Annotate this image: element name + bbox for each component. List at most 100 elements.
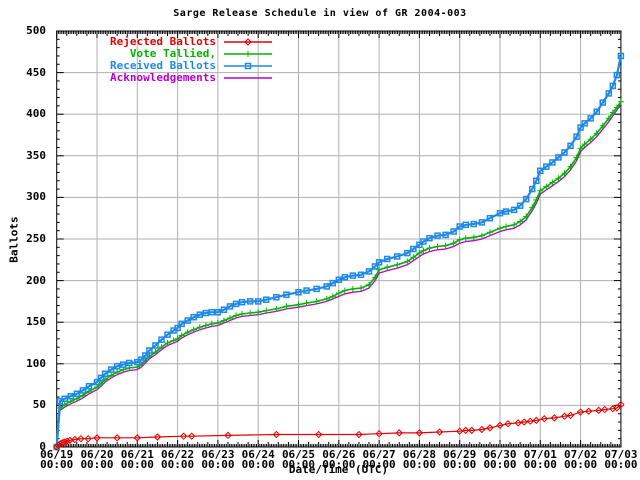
marker-diamond [560,412,569,420]
marker-square [609,82,617,90]
x-tick-text: 00:00 [322,457,356,471]
marker-square [93,378,101,386]
marker-square [416,241,423,249]
marker-diamond [514,419,522,427]
x-tick-text: 06/21 [120,448,154,461]
x-tick-label: 06/26 00:00 [309,448,369,471]
y-tick-label: 200 [26,273,46,287]
marker-diamond [272,430,281,439]
marker-square [273,293,280,301]
marker-diamond [496,421,504,430]
x-tick-text: 06/23 [201,448,235,461]
marker-diamond [584,407,593,415]
marker-diamond [179,432,188,440]
marker-square [581,120,588,127]
marker-square [617,52,625,60]
marker-square [335,276,343,284]
marker-square [142,352,149,359]
marker-square [577,124,584,131]
legend-label: Vote Tallied, [129,47,216,60]
y-tick-label: 250 [26,232,46,245]
marker-square [528,185,536,193]
marker-square [214,308,222,316]
x-tick-label: 07/03 00:00 [591,449,640,469]
marker-diamond [504,419,512,428]
marker-square [573,133,580,140]
marker-diamond [520,418,528,426]
marker-square [537,167,544,175]
marker-square [496,209,504,217]
legend-line-sample [224,38,272,46]
marker-square [420,238,427,245]
marker-square [442,231,449,239]
marker-square [549,159,556,166]
x-tick-text: 06/30 [483,448,517,461]
legend-item-vote-tallied: Vote Tallied, [64,48,274,60]
x-tick-text: 07/02 [564,448,598,461]
marker-square [101,370,109,378]
marker-square [196,311,204,318]
chart-title: Sarge Release Schedule in view of GR 200… [173,8,467,19]
legend-label: Acknowledgements [110,71,216,84]
x-tick-label: 06/28 00:00 [389,448,449,469]
marker-square [226,303,234,310]
x-tick-text: 06/28 [402,448,436,461]
marker-square [456,223,463,230]
marker-square [152,342,159,349]
marker-diamond [532,416,540,425]
x-tick-text: 00:00 [362,457,396,471]
marker-square [125,359,133,367]
marker-diamond [77,434,85,443]
marker-diamond [613,404,621,412]
legend-label: Rejected Ballots [110,35,216,48]
marker-square [164,331,171,338]
marker-diamond [617,400,625,409]
marker-square [502,208,510,215]
marker-diamond [355,430,363,439]
marker-diamond [314,430,323,439]
y-tick-label: 150 [26,315,46,329]
marker-square [561,149,568,156]
marker-square [522,195,530,203]
y-tick-label: 400 [26,107,46,121]
marker-diamond [595,406,603,415]
marker-square [543,163,550,170]
y-tick-label: 500 [26,24,46,37]
marker-square [85,383,93,390]
x-tick-label: 07/02 00:00 [551,448,611,469]
marker-square [119,361,127,368]
y-tick-label: 100 [26,356,46,370]
x-tick-label: 06/24 00:00 [228,449,288,469]
marker-diamond [435,428,444,436]
x-tick-label: 06/22 00:00 [148,449,208,471]
legend-item-rejected-ballots: Rejected Ballots [64,36,274,48]
marker-square [61,395,69,402]
marker-square [593,108,600,115]
x-tick-label: 07/01 00:00 [510,449,570,469]
x-tick-label: 06/27 00:00 [349,449,409,471]
marker-diamond [566,411,575,420]
series-acknowledgements-line [56,103,622,448]
marker-square [190,313,197,321]
marker-square [138,356,145,363]
marker-diamond [395,429,403,437]
marker-diamond [153,433,162,441]
marker-square [208,308,216,316]
x-tick-label: 06/29 00:00 [430,449,490,469]
marker-diamond [93,434,101,442]
marker-square [365,268,373,275]
marker-square [329,279,337,287]
marker-square [383,255,391,263]
marker-square [232,300,240,308]
marker-diamond [63,437,71,445]
y-tick-label: 0 [39,440,46,453]
marker-diamond [71,435,79,444]
x-tick-text: 06/26 [322,448,356,461]
marker-square [79,387,87,394]
x-tick-text: 00:00 [161,457,195,471]
marker-square [158,336,165,343]
marker-square [113,363,121,370]
marker-square [478,219,486,226]
x-tick-label: 06/25 00:00 [269,449,329,469]
